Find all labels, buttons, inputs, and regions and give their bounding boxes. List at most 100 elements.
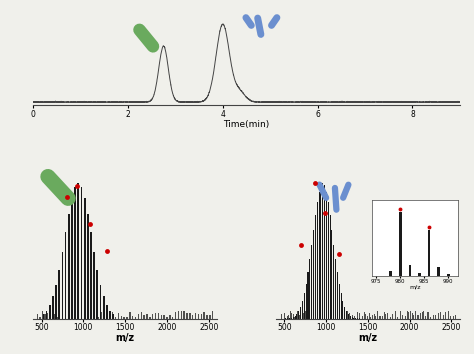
Bar (55, 285, 57, 319)
Bar (379, 316, 380, 319)
Bar (412, 313, 413, 319)
Bar (129, 312, 130, 319)
Bar (300, 307, 301, 319)
Bar (284, 313, 285, 319)
Bar (123, 317, 125, 319)
Bar (36, 314, 38, 319)
Bar (357, 312, 358, 319)
Bar (209, 315, 210, 319)
Bar (389, 317, 390, 319)
Bar (362, 316, 363, 319)
Bar (331, 230, 332, 319)
Bar (296, 317, 297, 319)
Bar (352, 317, 353, 319)
Bar (357, 318, 358, 319)
Bar (100, 312, 102, 319)
Bar (306, 284, 307, 319)
Bar (455, 315, 456, 319)
Bar (400, 311, 401, 319)
Bar (409, 312, 410, 319)
Bar (84, 198, 85, 319)
Bar (296, 314, 298, 319)
Bar (380, 316, 381, 319)
Bar (68, 213, 70, 319)
Bar (287, 318, 288, 319)
Bar (382, 316, 383, 319)
Bar (195, 313, 196, 319)
Bar (206, 315, 208, 319)
X-axis label: m/z: m/z (358, 333, 377, 343)
Bar (100, 285, 101, 319)
Bar (189, 313, 191, 319)
Bar (291, 318, 292, 319)
Bar (359, 313, 360, 319)
Bar (135, 317, 136, 319)
Bar (294, 316, 295, 319)
Bar (109, 314, 110, 319)
Bar (344, 311, 345, 319)
Bar (81, 187, 82, 319)
Bar (324, 185, 325, 319)
Bar (317, 202, 318, 319)
Bar (297, 311, 298, 319)
Bar (164, 315, 165, 319)
Bar (300, 313, 301, 319)
Bar (198, 314, 199, 319)
Bar (407, 311, 408, 319)
Bar (39, 317, 41, 319)
Bar (303, 313, 304, 319)
Bar (308, 273, 309, 319)
Bar (140, 312, 142, 319)
Bar (448, 312, 449, 319)
Bar (62, 252, 64, 319)
Bar (155, 313, 156, 319)
Bar (192, 315, 193, 319)
Bar (305, 311, 306, 319)
Bar (410, 311, 411, 319)
Bar (423, 311, 424, 319)
Bar (335, 259, 336, 319)
Bar (55, 314, 56, 319)
Bar (354, 318, 355, 319)
Bar (367, 316, 368, 319)
Bar (126, 317, 128, 319)
Bar (420, 313, 421, 319)
Bar (450, 316, 451, 319)
Bar (201, 314, 202, 319)
Bar (299, 315, 300, 319)
Bar (433, 315, 434, 319)
Bar (350, 315, 351, 319)
Bar (342, 314, 343, 319)
Bar (49, 316, 51, 319)
Bar (372, 315, 373, 319)
Bar (161, 315, 162, 319)
Bar (413, 315, 414, 319)
Bar (181, 311, 182, 319)
Bar (46, 310, 47, 319)
Bar (403, 312, 404, 319)
Bar (212, 311, 213, 319)
Bar (443, 315, 444, 319)
Bar (43, 314, 44, 319)
Bar (415, 311, 416, 319)
Bar (280, 317, 281, 319)
Bar (339, 313, 340, 319)
Bar (430, 317, 431, 319)
Bar (52, 296, 54, 319)
Bar (399, 314, 400, 319)
Bar (383, 312, 384, 319)
Bar (74, 187, 76, 319)
Bar (329, 215, 330, 319)
Bar (103, 296, 105, 319)
Bar (186, 313, 188, 319)
Bar (175, 312, 176, 319)
Bar (65, 232, 66, 319)
Bar (285, 314, 286, 319)
Bar (152, 314, 154, 319)
Bar (166, 316, 168, 319)
Bar (417, 315, 418, 319)
Bar (183, 312, 185, 319)
Bar (385, 314, 386, 319)
Bar (90, 232, 92, 319)
Bar (435, 315, 436, 319)
